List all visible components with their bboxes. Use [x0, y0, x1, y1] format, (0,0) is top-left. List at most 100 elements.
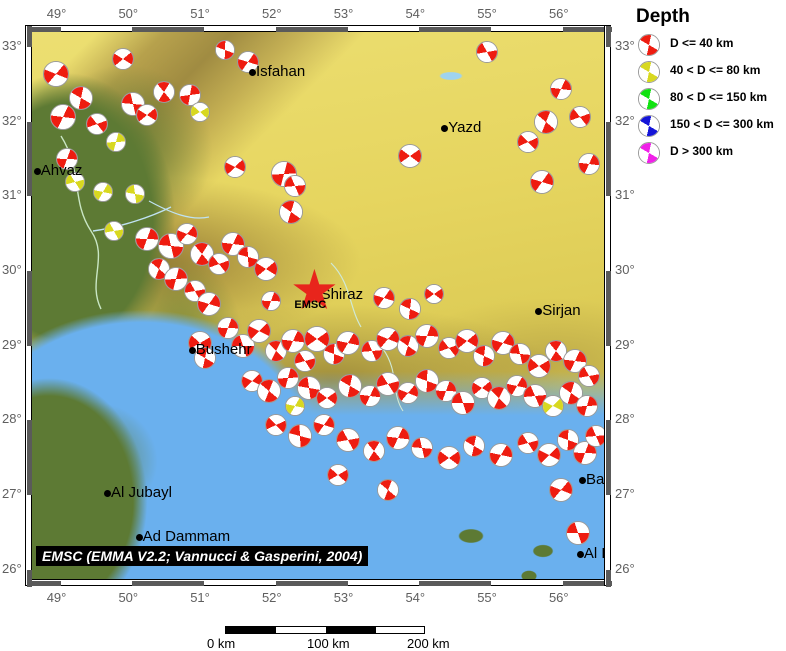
focal-mechanism-beachball — [516, 432, 539, 455]
frame-tick-block — [419, 581, 492, 586]
x-axis-tick-label-bottom: 53° — [333, 590, 354, 605]
city-label: Al Jubayl — [111, 483, 172, 501]
y-axis-tick-label-right: 26° — [615, 560, 635, 576]
city-label: Bushehr — [195, 340, 252, 358]
focal-mechanism-beachball — [565, 520, 590, 545]
focal-mechanism-beachball — [315, 387, 338, 410]
focal-mechanism-beachball — [327, 464, 350, 487]
focal-mechanism-beachball — [436, 446, 461, 471]
city-label: Ahvaz — [40, 162, 83, 180]
focal-mechanism-beachball — [336, 428, 361, 453]
x-axis-tick-label-bottom: 54° — [405, 590, 426, 605]
frame-edge-bottom — [25, 579, 612, 586]
focal-mechanism-beachball — [473, 344, 496, 367]
focal-mechanism-beachball — [549, 78, 572, 101]
focal-mechanism-beachball — [556, 429, 579, 452]
frame-tick-block — [419, 27, 492, 32]
focal-mechanism-beachball — [221, 231, 246, 256]
frame-tick-block — [606, 271, 611, 346]
focal-mechanism-beachball — [136, 103, 159, 126]
frame-tick-block — [26, 581, 61, 586]
legend-beachball-icon — [638, 142, 660, 164]
focal-mechanism-beachball — [488, 443, 513, 468]
scale-bar-segment — [226, 627, 276, 633]
city-dot-icon — [576, 550, 584, 558]
focal-mechanism-beachball — [125, 183, 146, 204]
focal-mechanism-beachball — [284, 175, 307, 198]
frame-tick-block — [606, 569, 611, 587]
focal-mechanism-beachball — [578, 365, 601, 388]
focal-mechanism-beachball — [475, 40, 498, 63]
focal-mechanism-beachball — [534, 110, 559, 135]
city-dot-icon — [135, 533, 143, 541]
legend-item: D <= 40 km — [632, 32, 786, 59]
focal-mechanism-beachball — [397, 144, 422, 169]
scale-bar-label: 200 km — [407, 636, 450, 651]
legend-item: 150 < D <= 300 km — [632, 113, 786, 140]
focal-mechanism-beachball — [240, 369, 263, 392]
legend-item-label: 40 < D <= 80 km — [670, 63, 761, 77]
focal-mechanism-beachball — [207, 253, 230, 276]
focal-mechanism-beachball — [377, 479, 400, 502]
legend-item-label: D <= 40 km — [670, 36, 734, 50]
frame-tick-block — [606, 420, 611, 496]
legend-beachball-icon — [638, 61, 660, 83]
y-axis-tick-label-right: 33° — [615, 37, 635, 53]
y-axis-tick-label-right: 32° — [615, 112, 635, 128]
frame-tick-block — [132, 27, 205, 32]
y-axis-tick-label-left: 33° — [2, 37, 22, 53]
y-axis-tick-label-left: 26° — [2, 560, 22, 576]
focal-mechanism-beachball — [509, 342, 532, 365]
focal-mechanism-beachball — [257, 379, 282, 404]
focal-mechanism-beachball — [578, 152, 601, 175]
city-label: Al Kha — [583, 544, 605, 562]
focal-mechanism-beachball — [548, 478, 573, 503]
depth-legend: Depth D <= 40 km 40 < D <= 80 km 80 < D <=… — [632, 6, 786, 167]
focal-mechanism-beachball — [265, 414, 288, 437]
y-axis-tick-label-right: 31° — [615, 187, 635, 203]
frame-tick-block — [606, 26, 611, 47]
focal-mechanism-beachball — [103, 221, 124, 242]
focal-mechanism-beachball — [572, 441, 597, 466]
legend-item-label: 80 < D <= 150 km — [670, 90, 768, 104]
focal-mechanism-beachball — [236, 245, 259, 268]
focal-mechanism-beachball — [285, 395, 306, 416]
x-axis-tick-label-top: 53° — [333, 6, 354, 21]
map-canvas[interactable]: Ahvaz Isfahan Yazd Shiraz Sirjan Bushehr Al Ju… — [31, 31, 605, 580]
focal-mechanism-beachball — [92, 181, 113, 202]
focal-mechanism-beachball — [247, 319, 272, 344]
focal-mechanism-beachball — [373, 287, 395, 310]
focal-mechanism-beachball — [86, 113, 108, 136]
focal-mechanism-beachball — [537, 443, 562, 468]
legend-beachball-icon — [638, 88, 660, 110]
city-dot-icon — [188, 346, 196, 354]
y-axis-tick-label-left: 27° — [2, 486, 22, 502]
focal-mechanism-beachball — [529, 169, 554, 194]
legend-item: 40 < D <= 80 km — [632, 59, 786, 86]
x-axis-tick-label-top: 56° — [548, 6, 569, 21]
focal-mechanism-beachball — [463, 434, 486, 457]
focal-mechanism-beachball — [176, 223, 199, 246]
y-axis-tick-label-right: 27° — [615, 486, 635, 502]
frame-tick-block — [27, 121, 32, 197]
y-axis-tick-label-right: 28° — [615, 411, 635, 427]
epicenter-label: EMSC — [294, 298, 327, 311]
y-axis-tick-label-left: 31° — [2, 187, 22, 203]
scale-bar: 0 km 100 km 200 km — [207, 626, 450, 651]
focal-mechanism-beachball — [312, 414, 335, 437]
city-label: Isfahan — [255, 63, 306, 81]
y-axis-tick-label-left: 29° — [2, 336, 22, 352]
legend-item-label: D > 300 km — [670, 144, 734, 158]
focal-mechanism-beachball — [568, 105, 591, 128]
city-label: Sirjan — [542, 302, 581, 320]
city-label: Shiraz — [320, 286, 364, 304]
y-axis-tick-label-left: 28° — [2, 411, 22, 427]
focal-mechanism-beachball — [254, 256, 279, 281]
y-axis-tick-label-right: 30° — [615, 262, 635, 278]
x-axis-tick-label-bottom: 55° — [477, 590, 497, 605]
focal-mechanism-beachball — [450, 390, 475, 415]
city-label: Bandar — [586, 470, 605, 488]
focal-mechanism-beachball — [486, 386, 511, 411]
focal-mechanism-beachball — [50, 103, 77, 130]
